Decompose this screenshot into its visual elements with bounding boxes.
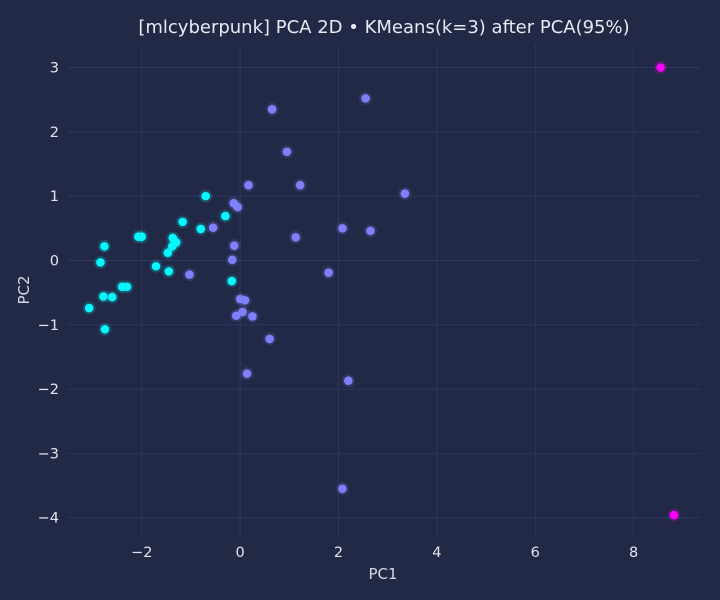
- data-point: [227, 276, 237, 286]
- data-point: [231, 311, 241, 321]
- chart-title: [mlcyberpunk] PCA 2D • KMeans(k=3) after…: [138, 17, 629, 38]
- data-point: [107, 292, 117, 302]
- data-point: [265, 334, 274, 344]
- data-point: [295, 180, 305, 190]
- data-point: [324, 268, 333, 277]
- y-axis-label: PC2: [15, 275, 33, 304]
- y-tick-label: −4: [38, 511, 59, 527]
- y-tick-label: 0: [50, 253, 59, 269]
- y-tick-label: 1: [50, 189, 59, 205]
- data-point: [185, 270, 194, 279]
- data-point: [137, 232, 147, 241]
- data-point: [227, 255, 237, 265]
- data-point: [171, 238, 181, 247]
- data-point: [366, 226, 375, 236]
- y-tick-label: 3: [50, 61, 59, 77]
- data-point: [201, 191, 211, 201]
- data-point: [178, 217, 187, 227]
- data-points: [82, 61, 681, 522]
- data-point: [344, 376, 353, 386]
- x-axis-label: PC1: [368, 565, 397, 583]
- data-point: [361, 94, 370, 103]
- y-tick-label: 2: [50, 125, 59, 141]
- data-point: [669, 510, 679, 520]
- x-tick-label: 8: [629, 545, 638, 561]
- data-point: [338, 223, 347, 233]
- data-point: [208, 223, 218, 232]
- data-point: [99, 292, 108, 301]
- data-point: [240, 296, 250, 305]
- y-tick-label: −1: [38, 318, 59, 334]
- data-point: [291, 232, 301, 242]
- data-point: [338, 484, 347, 494]
- data-point: [400, 189, 410, 198]
- data-point: [96, 258, 105, 267]
- tick-labels: −2 0 2 4 6 8 −4 −3 −2 −1 0 1 2 3: [38, 61, 639, 561]
- data-point: [282, 147, 292, 157]
- data-point: [164, 267, 174, 276]
- x-tick-label: −2: [131, 545, 152, 561]
- gridlines: [68, 45, 700, 537]
- data-point: [221, 211, 230, 221]
- x-tick-label: 0: [236, 545, 245, 561]
- data-point: [238, 307, 247, 317]
- data-point: [656, 63, 665, 72]
- data-point: [100, 242, 109, 251]
- data-point: [229, 241, 239, 250]
- data-point: [244, 180, 253, 190]
- data-point: [163, 248, 173, 258]
- x-tick-label: 2: [334, 545, 343, 561]
- data-point: [267, 105, 277, 114]
- data-point: [242, 369, 252, 378]
- data-point: [151, 261, 161, 271]
- data-point: [84, 303, 94, 313]
- data-point: [196, 224, 206, 234]
- data-point: [233, 202, 242, 212]
- data-point: [122, 282, 132, 292]
- data-point: [100, 324, 110, 334]
- x-tick-label: 6: [531, 545, 540, 561]
- x-tick-label: 4: [432, 545, 441, 561]
- y-tick-label: −3: [38, 446, 59, 462]
- y-tick-label: −2: [38, 382, 59, 398]
- data-point: [248, 312, 257, 321]
